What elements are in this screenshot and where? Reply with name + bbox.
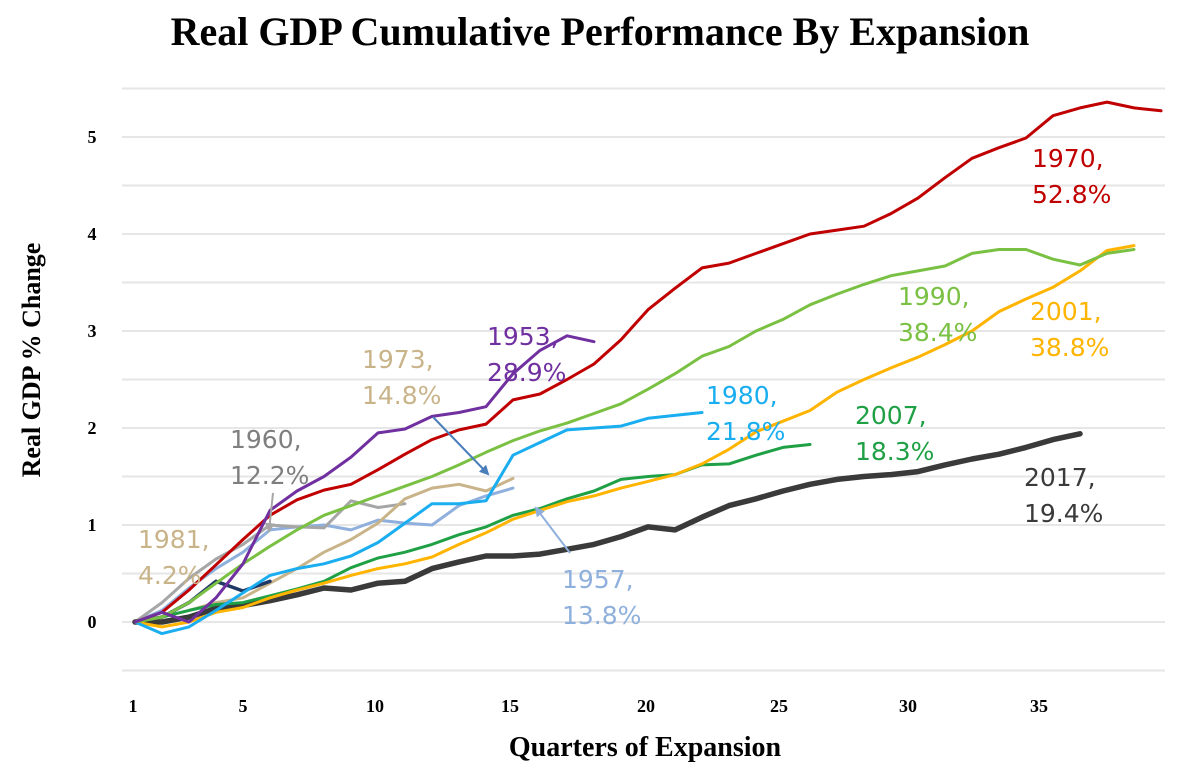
y-tick-label: 0 — [88, 612, 97, 632]
annotation-year: 1973, — [362, 345, 434, 374]
x-axis-ticks: 1 5 10 15 20 25 30 35 — [129, 696, 1049, 716]
annotation-arrows — [264, 416, 571, 554]
annotation-1990: 1990, 38.4% — [898, 282, 977, 347]
x-tick-label: 30 — [899, 696, 917, 716]
x-tick-label: 20 — [637, 696, 655, 716]
x-tick-label: 10 — [366, 696, 384, 716]
annotation-1960: 1960, 12.2% — [230, 425, 309, 490]
annotation-value: 21.8% — [706, 417, 785, 446]
series-line-1970 — [133, 100, 1163, 624]
annotation-1973: 1973, 14.8% — [362, 345, 441, 410]
annotation-1981: 1981, 4.2% — [138, 525, 210, 590]
annotation-value: 38.8% — [1030, 333, 1109, 362]
y-tick-label: 4 — [88, 224, 97, 244]
annotation-value: 19.4% — [1024, 499, 1103, 528]
series-line-2017 — [132, 431, 1083, 625]
annotation-year: 1981, — [138, 525, 210, 554]
annotation-year: 1970, — [1032, 144, 1104, 173]
series-line-1990 — [133, 248, 1136, 624]
annotation-value: 18.3% — [855, 437, 934, 466]
annotation-value: 4.2% — [138, 561, 202, 590]
annotation-year: 2007, — [855, 401, 927, 430]
y-axis-ticks: 0 1 2 3 4 5 — [88, 127, 97, 632]
y-tick-label: 1 — [88, 515, 97, 535]
y-tick-label: 3 — [88, 321, 97, 341]
annotation-2007: 2007, 18.3% — [855, 401, 934, 466]
annotation-2001: 2001, 38.8% — [1030, 297, 1109, 362]
x-tick-label: 1 — [129, 696, 138, 716]
annotation-year: 1990, — [898, 282, 970, 311]
annotation-2017: 2017, 19.4% — [1024, 463, 1103, 528]
annotation-1953: 1953, 28.9% — [487, 322, 566, 387]
annotation-1957: 1957, 13.8% — [562, 565, 641, 630]
annotation-value: 13.8% — [562, 601, 641, 630]
gridlines — [122, 87, 1165, 672]
annotation-year: 1957, — [562, 565, 634, 594]
y-tick-label: 5 — [88, 127, 97, 147]
annotation-value: 14.8% — [362, 381, 441, 410]
x-tick-label: 5 — [239, 696, 248, 716]
series-lines — [132, 100, 1163, 636]
annotation-value: 52.8% — [1032, 180, 1111, 209]
annotation-value: 12.2% — [230, 461, 309, 490]
annotation-year: 1980, — [706, 381, 778, 410]
chart-title: Real GDP Cumulative Performance By Expan… — [170, 9, 1030, 54]
annotation-value: 28.9% — [487, 358, 566, 387]
series-line-2001 — [133, 244, 1136, 629]
series-line-1953 — [133, 334, 596, 624]
series-annotations: 1970, 52.8% 1990, 38.4% 2001, 38.8% 1953, 28.9%… — [138, 144, 1111, 630]
x-axis-label: Quarters of Expansion — [508, 732, 782, 763]
annotation-year: 1953, — [487, 322, 559, 351]
x-tick-label: 15 — [501, 696, 519, 716]
series-line-1980 — [133, 411, 704, 636]
annotation-1980: 1980, 21.8% — [706, 381, 785, 446]
annotation-arrow-1973 — [432, 416, 490, 476]
annotation-1970: 1970, 52.8% — [1032, 144, 1111, 209]
annotation-arrow-1957 — [534, 506, 571, 554]
annotation-value: 38.4% — [898, 318, 977, 347]
annotation-arrow-1960 — [264, 492, 275, 533]
annotation-year: 2001, — [1030, 297, 1102, 326]
x-tick-label: 25 — [770, 696, 788, 716]
annotation-year: 2017, — [1024, 463, 1096, 492]
annotation-year: 1960, — [230, 425, 302, 454]
y-tick-label: 2 — [88, 418, 97, 438]
x-tick-label: 35 — [1030, 696, 1048, 716]
